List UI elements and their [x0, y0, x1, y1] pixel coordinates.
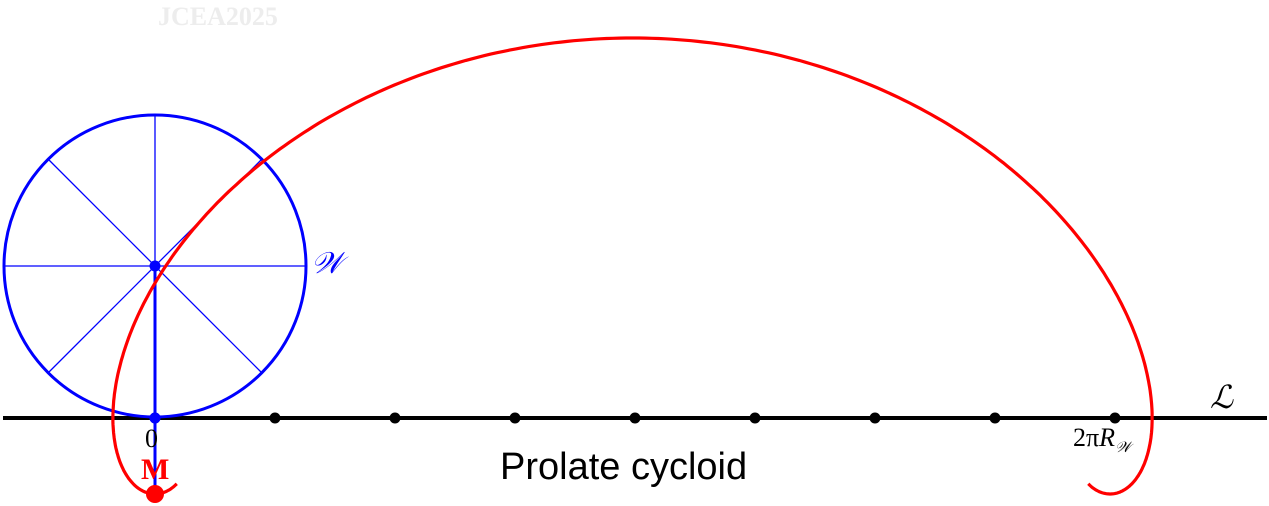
baseline-tick-point	[269, 412, 281, 424]
period-sub: 𝒲	[1115, 440, 1131, 456]
baseline-tick-point	[389, 412, 401, 424]
period-label: 2πR𝒲	[1073, 423, 1131, 457]
period-prefix: 2π	[1073, 423, 1100, 452]
wheel-label: 𝒲	[311, 247, 343, 280]
baseline-tick-point	[989, 412, 1001, 424]
wheel-center-point	[149, 260, 161, 272]
baseline-tick-point	[749, 412, 761, 424]
period-var: R	[1099, 423, 1116, 452]
caption: Prolate cycloid	[500, 446, 748, 488]
baseline-tick-point	[509, 412, 521, 424]
tracing-point-m	[146, 485, 164, 503]
baseline-tick-point	[1109, 412, 1121, 424]
prolate-cycloid-curve	[111, 36, 1154, 496]
baseline-tick-point	[149, 412, 161, 424]
line-label: ℒ	[1210, 379, 1234, 415]
watermark: JCEA2025	[158, 2, 278, 31]
baseline-tick-point	[629, 412, 641, 424]
origin-label: 0	[145, 424, 158, 453]
baseline-tick-point	[869, 412, 881, 424]
baseline-ticks	[149, 412, 1121, 424]
point-m-label: M	[141, 453, 170, 486]
